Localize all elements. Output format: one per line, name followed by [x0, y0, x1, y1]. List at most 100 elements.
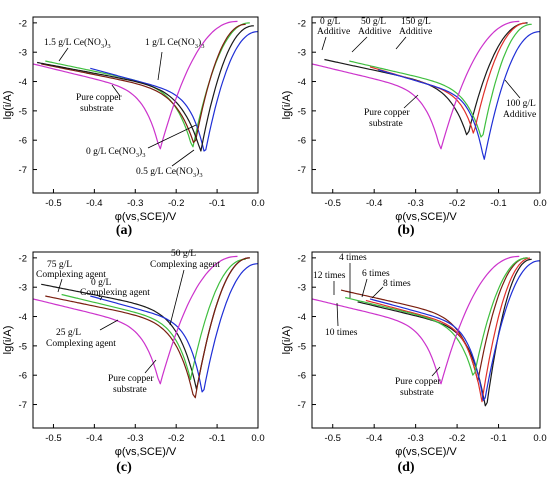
- arrow-c-2: [99, 296, 103, 301]
- annotation-d-10times: 10 times: [325, 328, 358, 338]
- x-tick-label: -0.4: [86, 433, 102, 444]
- annotation-d-4times: 4 times: [339, 253, 367, 263]
- x-tick-label: -0.5: [45, 198, 61, 209]
- series-line-a-4: [32, 20, 238, 150]
- arrow-c-3: [169, 269, 185, 326]
- y-tick-label: -6: [19, 371, 27, 382]
- y-tick-label: -4: [19, 77, 27, 88]
- annotation-b-150gL: 150 g/L: [401, 17, 431, 27]
- x-tick-label: -0.2: [449, 198, 465, 209]
- x-tick-label: -0.4: [86, 198, 102, 209]
- y-axis-label: lg(i/A): [281, 326, 293, 355]
- x-tick-label: 0.0: [251, 198, 264, 209]
- y-tick-label: -7: [19, 400, 27, 411]
- panel-b: -0.5 -0.4 -0.3 -0.2 -0.1 0.0 -2 -3 -4 -5 -6 -7 φ(vs,…: [281, 16, 547, 238]
- arrow-d-6: [431, 366, 441, 377]
- x-tick-label: -0.5: [45, 433, 61, 444]
- arrow-d-4: [371, 286, 384, 299]
- series-line-c-2: [90, 263, 259, 393]
- annotations-a: 1.5 g/L Ce(NO3)3 1 g/L Ce(NO3)3 Pure cop…: [44, 37, 204, 179]
- x-axis-label: φ(vs,SCE)/V: [115, 446, 177, 458]
- x-tick-label: -0.3: [407, 198, 423, 209]
- series-line-d-4: [345, 257, 528, 376]
- x-tick-label: -0.1: [209, 433, 225, 444]
- annotation-b-substrate: substrate: [369, 119, 403, 129]
- x-tick-label: -0.1: [209, 198, 225, 209]
- y-tick-label: -6: [19, 136, 27, 147]
- y-tick-label: -5: [298, 106, 306, 117]
- annotation-d-substrate: substrate: [400, 388, 434, 398]
- annotation-c-substrate: substrate: [113, 385, 147, 395]
- y-tick-label: -2: [298, 18, 306, 29]
- y-axis-label: lg(i/A): [281, 91, 293, 120]
- x-tick-label: 0.0: [251, 433, 264, 444]
- panel-c: -0.5 -0.4 -0.3 -0.2 -0.1 0.0 -2 -3 -4 -5 -6 -7 φ(vs,…: [2, 251, 265, 475]
- annotation-c-50gL-complexing: Complexing agent: [150, 260, 220, 270]
- y-tick-label: -5: [19, 106, 27, 117]
- y-tick-label: -3: [298, 283, 306, 294]
- y-tick-label: -2: [19, 253, 27, 264]
- arrow-b-4: [504, 79, 521, 99]
- series-line-b-3: [378, 31, 540, 160]
- arrow-a-3: [111, 84, 121, 97]
- y-tick-label: -5: [19, 341, 27, 352]
- arrow-d-3: [361, 278, 368, 298]
- y-tick-label: -3: [298, 48, 306, 59]
- annotation-b-pure-copper: Pure copper: [364, 108, 410, 118]
- y-tick-label: -3: [19, 283, 27, 294]
- y-axis-label: lg(i/A): [2, 326, 14, 355]
- arrow-c-1: [57, 278, 63, 293]
- annotations-b: 0 g/L Additive 50 g/L Additive 150 g/L A…: [317, 17, 536, 129]
- plot-frame: [311, 251, 541, 429]
- y-tick-label: -7: [298, 400, 306, 411]
- annotation-b-100gL: 100 g/L: [506, 99, 536, 109]
- y-tick-label: -5: [298, 341, 306, 352]
- y-tick-label: -7: [19, 165, 27, 176]
- x-tick-label: -0.1: [490, 198, 506, 209]
- x-tick-label: -0.2: [449, 433, 465, 444]
- annotation-c-25gL: 25 g/L: [56, 328, 81, 338]
- panel-label: (c): [116, 460, 132, 475]
- x-tick-label: -0.3: [407, 433, 423, 444]
- y-axis-label: lg(i/A): [2, 91, 14, 120]
- series-line-d-5: [311, 255, 520, 385]
- series-line-b-1: [349, 23, 532, 138]
- x-axis-label: φ(vs,SCE)/V: [395, 446, 457, 458]
- arrow-c-4: [99, 319, 119, 331]
- arrow-a-1: [58, 47, 69, 62]
- y-tick-label: -4: [298, 312, 306, 323]
- series-line-c-1: [61, 258, 246, 381]
- series-line-d-3: [369, 260, 541, 401]
- annotations-c: 75 g/L Complexing agent 0 g/L Complexing…: [36, 249, 220, 395]
- annotation-c-75gL-complexing: Complexing agent: [36, 270, 106, 280]
- arrow-b-2: [351, 36, 368, 53]
- annotation-b-0gL: 0 g/L: [320, 17, 341, 27]
- plot-frame: [32, 16, 259, 194]
- y-tick-label: -2: [19, 18, 27, 29]
- annotation-b-100gL-additive: Additive: [503, 110, 536, 120]
- y-tick-label: -6: [298, 371, 306, 382]
- annotation-b-150gL-additive: Additive: [399, 27, 432, 37]
- arrow-a-4: [147, 124, 197, 149]
- annotation-b-50gL: 50 g/L: [361, 17, 386, 27]
- y-tick-label: -3: [19, 48, 27, 59]
- x-tick-label: -0.3: [127, 433, 143, 444]
- x-tick-label: -0.1: [490, 433, 506, 444]
- annotation-c-75gL: 75 g/L: [47, 260, 72, 270]
- y-tick-label: -4: [298, 77, 306, 88]
- series-line-d-1: [357, 258, 532, 407]
- arrow-b-1: [321, 36, 327, 51]
- x-tick-label: -0.5: [325, 198, 341, 209]
- y-tick-label: -6: [298, 136, 306, 147]
- x-axis-label: φ(vs,SCE)/V: [115, 211, 177, 223]
- panel-label: (b): [397, 223, 414, 238]
- series-line-c-4: [32, 255, 238, 385]
- annotation-b-0gL-additive: Additive: [317, 27, 350, 37]
- arrow-b-3: [395, 36, 407, 50]
- series-line-a-1: [90, 31, 258, 152]
- panel-d: -0.5 -0.4 -0.3 -0.2 -0.1 0.0 -2 -3 -4 -5 -6 -7 φ(vs,…: [281, 251, 547, 475]
- x-tick-label: -0.3: [127, 198, 143, 209]
- x-tick-label: -0.4: [366, 198, 382, 209]
- x-tick-label: 0.0: [533, 433, 546, 444]
- annotations-d: 4 times 12 times 6 times 8 times 10 time…: [313, 253, 441, 398]
